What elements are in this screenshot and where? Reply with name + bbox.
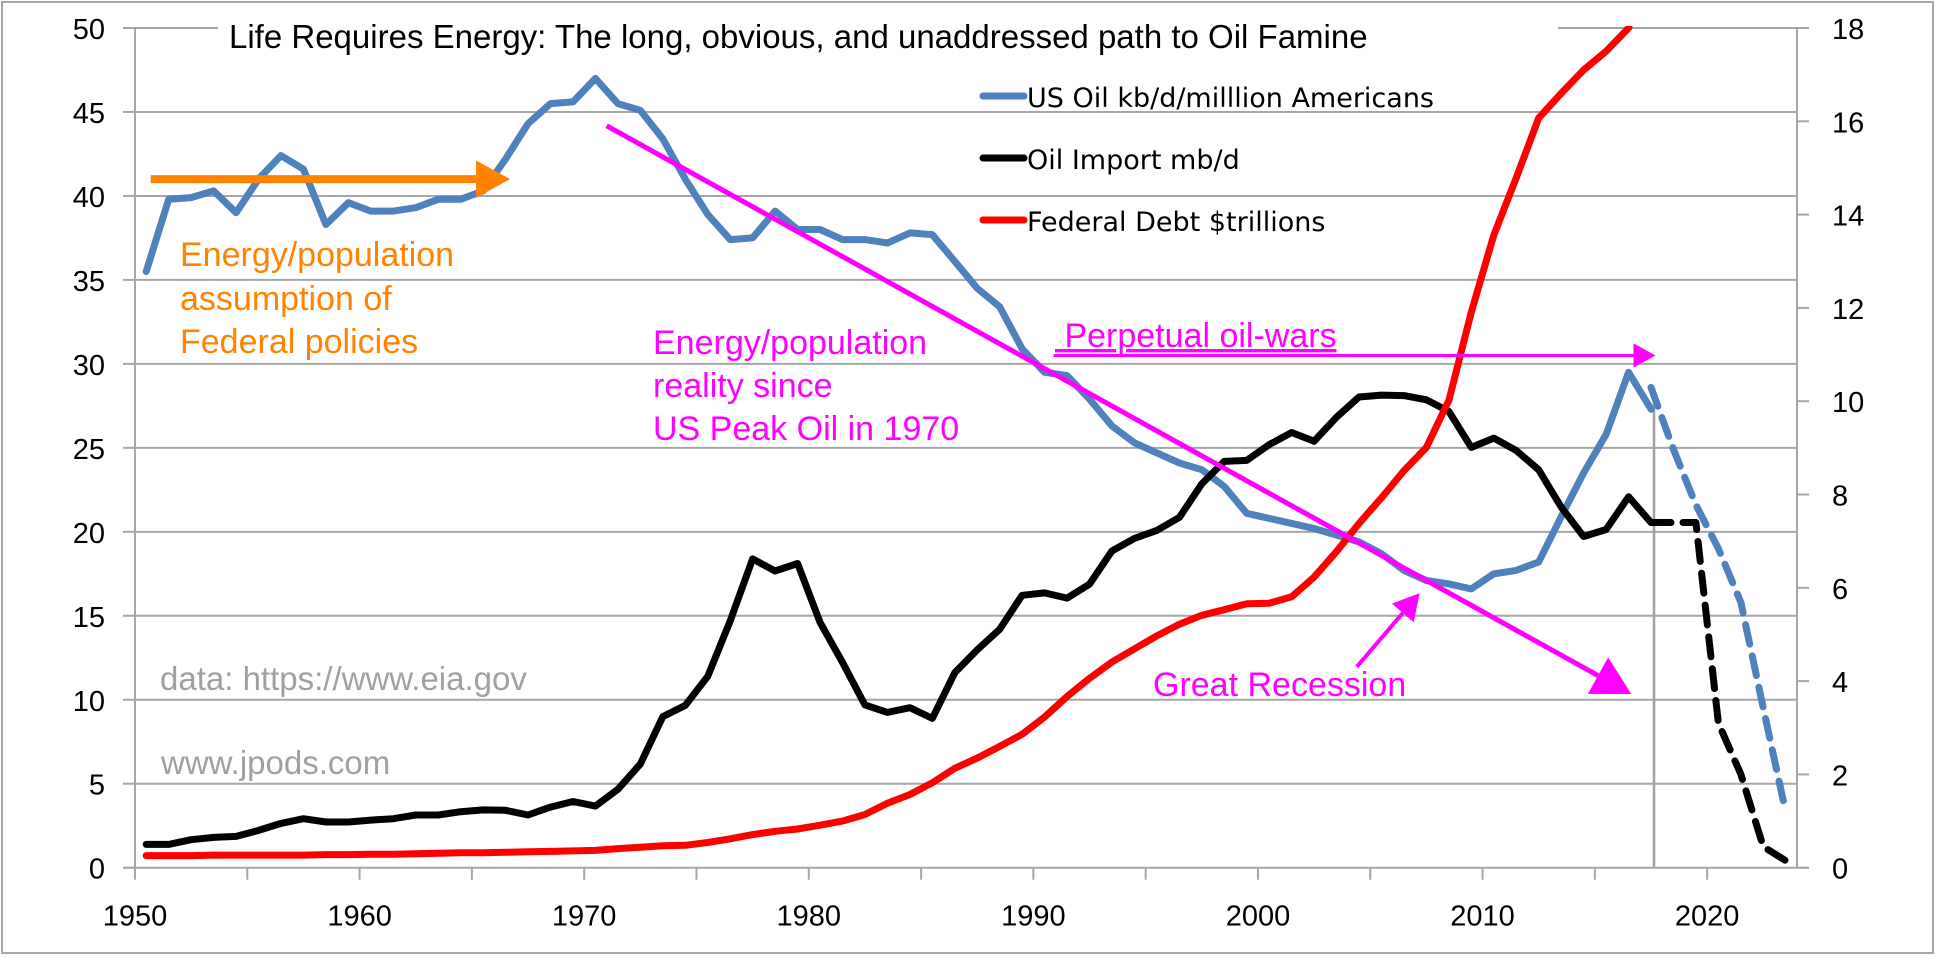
legend-label-federal-debt: Federal Debt $trillions	[1027, 207, 1325, 238]
y-right-tick-label: 4	[1832, 667, 1848, 699]
annotation-text: Energy/population assumption of Federal …	[160, 236, 1406, 781]
annotation-assumption-line2: assumption of	[180, 280, 392, 318]
y-left-tick-label: 35	[73, 266, 105, 298]
x-tick-label: 1960	[327, 901, 392, 933]
great-recession-arrow-head	[1391, 593, 1420, 623]
website-note: www.jpods.com	[160, 744, 390, 781]
x-tick-label: 1970	[552, 901, 617, 933]
annotation-great-recession: Great Recession	[1153, 666, 1406, 704]
y-axis-right-ticks: 0 2 4 6 8 10 12 14 16 18	[1797, 14, 1864, 886]
y-right-tick-label: 2	[1832, 760, 1848, 792]
annotation-assumption-line3: Federal policies	[180, 323, 418, 361]
reality-arrow-head	[1587, 657, 1632, 695]
great-recession-arrow-shaft	[1355, 611, 1405, 669]
y-left-tick-label: 5	[89, 770, 105, 802]
x-tick-label: 2010	[1450, 901, 1515, 933]
legend-label-oil-import: Oil Import mb/d	[1027, 145, 1240, 176]
x-axis-ticks: 1950 1960 1970 1980 1990 2000 2010 2020	[103, 867, 1740, 933]
x-tick-label: 1980	[777, 901, 842, 933]
y-left-tick-label: 0	[89, 854, 105, 886]
y-right-tick-label: 12	[1832, 294, 1864, 326]
title-background	[218, 10, 1558, 50]
annotation-oil-wars: Perpetual oil-wars	[1055, 317, 1337, 355]
source-note: data: https://www.eia.gov	[160, 660, 527, 697]
series-line-federal-debt-trillions	[142, 26, 1633, 860]
legend-label-us-oil: US Oil kb/d/milllion Americans	[1027, 83, 1434, 114]
annotation-assumption-line1: Energy/population	[180, 236, 454, 274]
annotation-reality-line2: reality since	[653, 367, 833, 405]
series-line-oil-import-mb-d	[142, 391, 1655, 848]
legend: US Oil kb/d/milllion Americans Oil Impor…	[979, 83, 1434, 238]
series-layer	[142, 26, 1790, 868]
chart-title: Life Requires Energy: The long, obvious,…	[229, 18, 1368, 55]
y-left-tick-label: 30	[73, 350, 105, 382]
reality-arrow-shaft	[605, 123, 1600, 678]
y-right-tick-label: 14	[1832, 201, 1864, 233]
x-tick-label: 1990	[1001, 901, 1066, 933]
y-right-tick-label: 0	[1832, 854, 1848, 886]
y-left-tick-label: 15	[73, 602, 105, 634]
x-tick-label: 2000	[1226, 901, 1291, 933]
y-left-tick-label: 50	[73, 14, 105, 46]
oil-wars-arrow-head	[1633, 343, 1656, 368]
x-tick-label: 1950	[103, 901, 168, 933]
y-right-tick-label: 16	[1832, 107, 1864, 139]
y-left-tick-label: 20	[73, 518, 105, 550]
annotation-layer	[150, 123, 1656, 695]
series-projection-oil-import-mb-d	[1647, 519, 1790, 865]
y-left-tick-label: 25	[73, 434, 105, 466]
y-left-tick-label: 40	[73, 182, 105, 214]
y-right-tick-label: 10	[1832, 387, 1864, 419]
y-left-tick-label: 10	[73, 686, 105, 718]
y-axis-left-ticks: 0 5 10 15 20 25 30 35 40 45 50	[73, 14, 135, 886]
assumption-arrow-head	[476, 160, 511, 198]
series-projection-us-oil-kb-d-milllion-americans	[1647, 383, 1790, 816]
annotation-reality-line1: Energy/population	[653, 324, 927, 362]
x-tick-label: 2020	[1675, 901, 1740, 933]
y-right-tick-label: 18	[1832, 14, 1864, 46]
y-left-tick-label: 45	[73, 98, 105, 130]
y-right-tick-label: 8	[1832, 481, 1848, 513]
y-right-tick-label: 6	[1832, 574, 1848, 606]
annotation-reality-line3: US Peak Oil in 1970	[653, 410, 959, 448]
